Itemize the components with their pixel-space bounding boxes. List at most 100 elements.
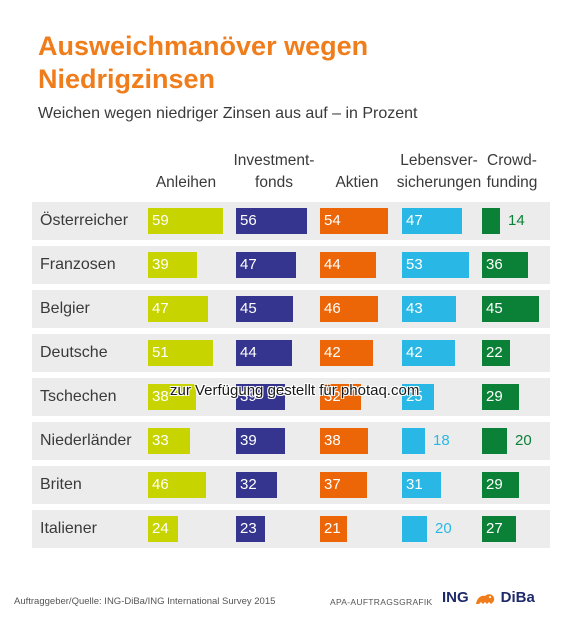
category-label: Briten [40, 476, 82, 493]
category-label: Tschechen [40, 388, 117, 405]
column-header-4: Crowd-funding [470, 150, 554, 194]
bar [402, 384, 434, 410]
bar-value-label: 23 [240, 520, 257, 537]
bar-value-label: 14 [508, 212, 525, 229]
bar [482, 472, 519, 498]
bar [148, 296, 208, 322]
bar [236, 384, 285, 410]
bar [402, 472, 441, 498]
row-background [32, 378, 550, 416]
bar [482, 208, 500, 234]
bar [148, 472, 206, 498]
bar [236, 252, 296, 278]
category-label: Belgier [40, 300, 90, 317]
source-note: Auftraggeber/Quelle: ING-DiBa/ING Intern… [14, 596, 276, 607]
bar [482, 516, 516, 542]
bar-value-label: 45 [486, 300, 503, 317]
bar-value-label: 31 [406, 476, 423, 493]
column-header-line: Aktien [335, 174, 379, 191]
column-header-line: Investment- [233, 152, 315, 169]
bar [482, 296, 539, 322]
chart-title: Ausweichmanöver wegen Niedrigzinsen [38, 30, 368, 96]
bar [320, 428, 368, 454]
bar-value-label: 25 [406, 388, 423, 405]
bar-value-label: 18 [433, 432, 450, 449]
bar-value-label: 24 [152, 520, 169, 537]
category-label: Niederländer [40, 432, 132, 449]
category-label: Franzosen [40, 256, 116, 273]
bar-value-label: 47 [152, 300, 169, 317]
bar-value-label: 44 [240, 344, 257, 361]
bar-value-label: 36 [486, 256, 503, 273]
bar [148, 428, 190, 454]
bar [402, 208, 462, 234]
chart-title-line-1: Ausweichmanöver wegen [38, 31, 369, 61]
lion-icon [475, 593, 494, 604]
row-background [32, 422, 550, 460]
bar [148, 252, 197, 278]
bar-value-label: 22 [486, 344, 503, 361]
category-label: Italiener [40, 520, 97, 537]
bar [148, 208, 223, 234]
bar [402, 252, 469, 278]
logo-text-ing: ING [442, 589, 469, 606]
bar [148, 340, 213, 366]
bar-value-label: 27 [486, 520, 503, 537]
bar [320, 208, 388, 234]
bar-value-label: 21 [324, 520, 341, 537]
bar [402, 428, 425, 454]
bar-value-label: 38 [324, 432, 341, 449]
logo-text-diba: DiBa [500, 589, 535, 606]
bar-value-label: 51 [152, 344, 169, 361]
bar-value-label: 39 [152, 256, 169, 273]
bar [320, 516, 347, 542]
bar-value-label: 32 [324, 388, 341, 405]
bar-value-label: 46 [324, 300, 341, 317]
row-background [32, 510, 550, 548]
column-header-line: fonds [255, 174, 293, 191]
bar-value-label: 33 [152, 432, 169, 449]
bar [320, 296, 378, 322]
bar [320, 384, 361, 410]
bar-value-label: 44 [324, 256, 341, 273]
column-header-3: Lebensver-sicherungen [390, 150, 488, 194]
bar-value-label: 42 [324, 344, 341, 361]
bar-value-label: 39 [240, 432, 257, 449]
column-header-2: Aktien [308, 150, 406, 194]
bar [236, 340, 292, 366]
column-header-0: Anleihen [136, 150, 236, 194]
bar-value-label: 42 [406, 344, 423, 361]
bar [482, 428, 507, 454]
bar-value-label: 39 [240, 388, 257, 405]
bar-value-label: 29 [486, 476, 503, 493]
column-header-line: funding [486, 174, 538, 191]
bar-value-label: 59 [152, 212, 169, 229]
apa-credit: APA-AUFTRAGSGRAFIK [330, 597, 433, 607]
bar [236, 296, 293, 322]
category-label: Österreicher [40, 212, 129, 229]
chart-subtitle: Weichen wegen niedriger Zinsen aus auf –… [38, 105, 418, 122]
bar-value-label: 47 [240, 256, 257, 273]
bar [320, 252, 376, 278]
bar-value-label: 46 [152, 476, 169, 493]
column-header-line: sicherungen [396, 174, 482, 191]
bar [482, 384, 519, 410]
bar-value-label: 53 [406, 256, 423, 273]
bar [236, 208, 307, 234]
bar-value-label: 29 [486, 388, 503, 405]
bar-value-label: 43 [406, 300, 423, 317]
bar [236, 516, 265, 542]
bar-value-label: 47 [406, 212, 423, 229]
bar [402, 296, 456, 322]
column-header-line: Lebensver- [400, 152, 478, 169]
column-header-line: Anleihen [155, 174, 217, 191]
bar-value-label: 38 [152, 388, 169, 405]
bar-value-label: 32 [240, 476, 257, 493]
bar-value-label: 20 [515, 432, 532, 449]
row-background [32, 466, 550, 504]
column-header-line [136, 150, 236, 172]
bar [482, 340, 510, 366]
bar [402, 516, 427, 542]
chart-title-line-2: Niedrigzinsen [38, 64, 216, 94]
bar [320, 340, 373, 366]
